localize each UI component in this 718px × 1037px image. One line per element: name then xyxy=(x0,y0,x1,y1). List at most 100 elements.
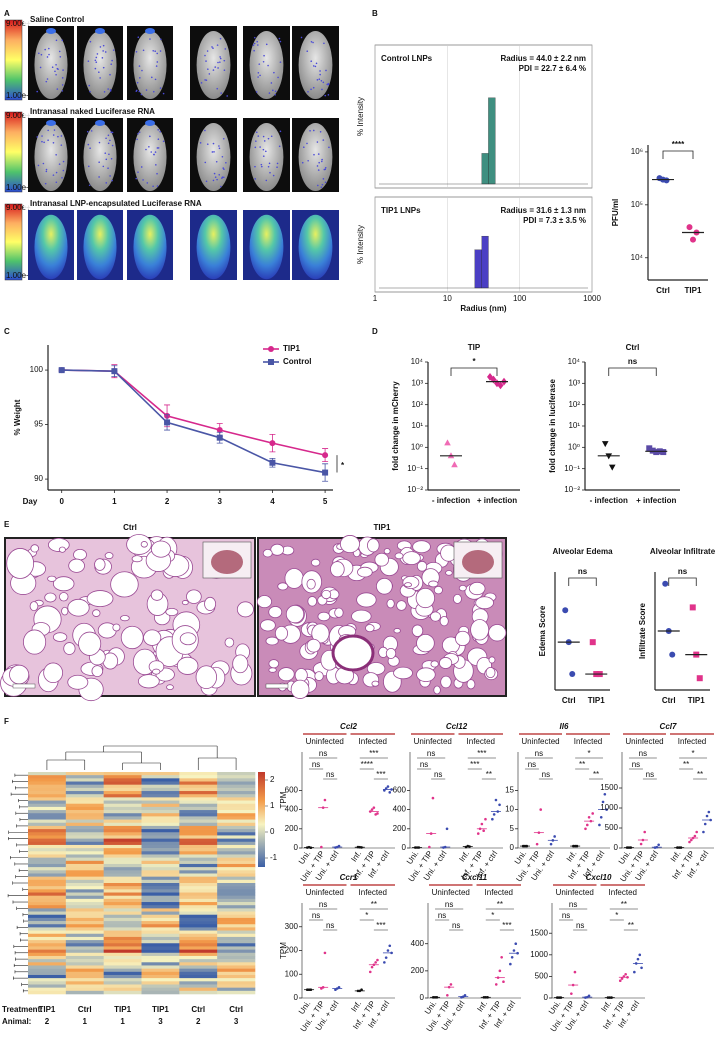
signal-dot xyxy=(321,88,323,91)
mouse xyxy=(196,214,231,280)
point xyxy=(111,368,118,375)
heatmap-cell xyxy=(28,822,67,827)
signal-dot xyxy=(87,165,90,168)
signal-dot xyxy=(257,135,260,137)
mouse xyxy=(34,122,68,192)
signal-dot xyxy=(157,147,160,149)
heatmap-cell xyxy=(141,955,180,960)
point xyxy=(657,843,660,847)
signal-dot xyxy=(216,178,218,181)
signal-dot xyxy=(204,79,206,81)
alveolus xyxy=(468,581,486,596)
signal-dot xyxy=(307,159,309,162)
y-axis-label: fold change in luciferase xyxy=(548,379,557,473)
heatmap-cell xyxy=(217,787,256,792)
heatmap-cell xyxy=(28,959,67,963)
point xyxy=(58,367,65,374)
column-label: TIP1 xyxy=(38,1005,55,1014)
alveolus xyxy=(204,596,217,611)
point xyxy=(693,834,697,838)
signal-dot xyxy=(43,141,45,144)
alveolus xyxy=(104,552,114,560)
y-tick-label: 10 xyxy=(505,805,514,814)
signal-dot xyxy=(42,162,45,165)
row-title: Treatment: xyxy=(2,1005,43,1014)
heatmap-cell xyxy=(141,857,180,862)
signal-dot xyxy=(37,164,40,167)
y-tick-label: 10⁻² xyxy=(564,485,580,494)
heatmap-cell xyxy=(103,952,142,957)
alveolus xyxy=(416,667,436,682)
point xyxy=(509,962,512,966)
heatmap-cell xyxy=(179,924,218,928)
heatmap-cell xyxy=(217,772,256,776)
heatmap-cell xyxy=(179,927,218,931)
signal-dot xyxy=(327,94,330,96)
heatmap-cell xyxy=(103,813,142,817)
heatmap-cell xyxy=(217,825,256,830)
heatmap-cell xyxy=(28,806,67,811)
signal-dot xyxy=(153,153,155,156)
point xyxy=(585,823,589,827)
point xyxy=(705,814,709,818)
heatmap-cell xyxy=(217,829,256,833)
column-label: 2 xyxy=(196,1017,201,1026)
alveolus xyxy=(277,667,295,682)
alveolus xyxy=(310,558,321,567)
point xyxy=(376,958,379,962)
heatmap-cell xyxy=(217,883,256,887)
signal-dot xyxy=(272,174,275,177)
heatmap-cell xyxy=(141,892,180,896)
heatmap-cell xyxy=(179,987,218,992)
series-line xyxy=(61,369,326,456)
point xyxy=(451,461,458,468)
point xyxy=(689,838,693,842)
point xyxy=(337,986,341,989)
heatmap-cell xyxy=(65,927,104,931)
signal-dot xyxy=(107,88,109,90)
significance-label: ns xyxy=(312,911,320,920)
alveolus xyxy=(166,684,174,691)
heatmap-cell xyxy=(141,984,180,988)
y-tick-label: 0 xyxy=(510,843,515,852)
signal-dot xyxy=(156,147,159,149)
point xyxy=(624,972,627,976)
heatmap-cell xyxy=(217,892,256,896)
y-tick-label: 300 xyxy=(285,922,299,931)
heatmap-cell xyxy=(103,936,142,941)
heatmap-cell xyxy=(141,911,180,916)
signal-dot xyxy=(110,63,113,66)
heatmap-cell xyxy=(141,886,180,890)
heatmap-cell xyxy=(217,914,256,919)
point xyxy=(370,808,374,811)
signal-dot xyxy=(107,167,109,169)
signal-dot xyxy=(60,144,63,146)
heatmap-cell xyxy=(103,968,142,973)
alveolus xyxy=(321,589,332,600)
alveolus xyxy=(412,540,431,554)
heatmap-cell xyxy=(103,848,142,852)
heatmap-cell xyxy=(141,978,180,982)
heatmap-cell xyxy=(65,794,104,798)
heatmap-cell xyxy=(179,978,218,982)
signal-dot xyxy=(52,142,55,144)
heatmap-cell xyxy=(141,981,180,985)
heatmap-cell xyxy=(141,844,180,849)
signal-dot xyxy=(300,36,303,39)
y-axis-label: TPM xyxy=(279,791,288,808)
signal-dot xyxy=(316,165,319,167)
signal-dot xyxy=(44,182,47,185)
significance-label: ** xyxy=(683,760,689,769)
alveolus xyxy=(140,541,148,548)
heatmap-cell xyxy=(179,981,218,985)
signal-dot xyxy=(276,166,278,169)
signal-dot xyxy=(316,79,319,81)
heatmap-cell xyxy=(103,892,142,896)
mouse xyxy=(249,122,284,192)
mouse xyxy=(196,122,231,192)
point xyxy=(573,970,577,974)
heatmap-cell xyxy=(179,946,218,950)
group-header: Infected xyxy=(678,737,706,746)
heatmap-cell xyxy=(217,797,256,801)
significance-label: ns xyxy=(319,900,327,909)
